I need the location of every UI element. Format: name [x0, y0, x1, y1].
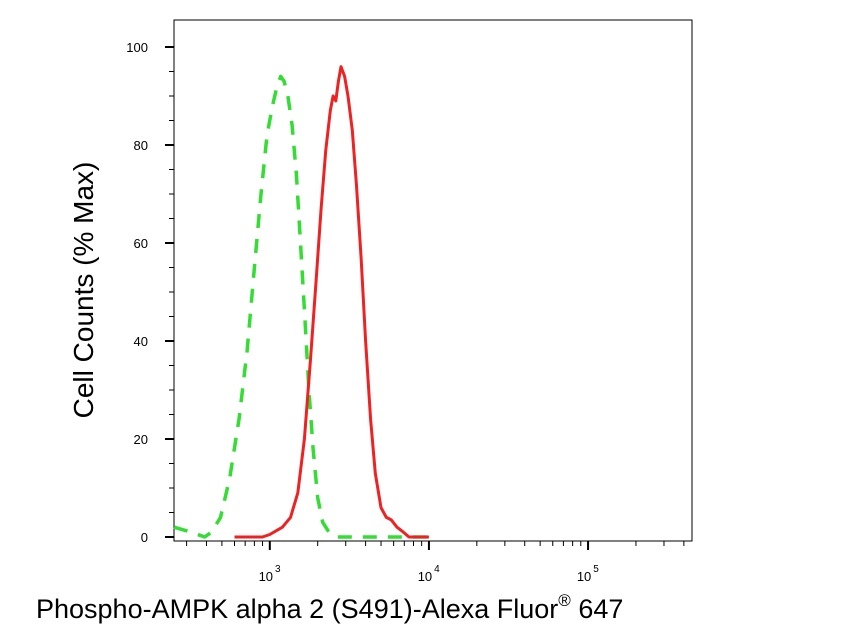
series-lines [173, 65, 429, 539]
y-tick-label: 40 [134, 334, 148, 349]
x-axis-label-tail: 647 [571, 594, 624, 624]
x-tick-label: 10 [577, 569, 591, 584]
x-tick-exponent: 4 [434, 564, 440, 575]
series-line-2 [234, 65, 429, 539]
y-tick-label: 20 [134, 432, 148, 447]
y-tick-label: 80 [134, 138, 148, 153]
x-axis: 10 3 10 4 10 5 [186, 541, 685, 584]
y-tick-label: 0 [141, 530, 148, 545]
x-tick-exponent: 3 [275, 564, 281, 575]
y-axis: 0 20 40 60 80 100 [126, 40, 174, 545]
plot-border [173, 19, 693, 542]
x-tick-label: 10 [259, 569, 273, 584]
y-tick-label: 100 [126, 40, 148, 55]
plot-frame [173, 19, 693, 542]
x-axis-label: Phospho-AMPK alpha 2 (S491)-Alexa Fluor®… [36, 591, 623, 624]
y-tick-label: 60 [134, 236, 148, 251]
x-tick-exponent: 5 [593, 564, 599, 575]
x-axis-label-superscript: ® [558, 591, 571, 610]
y-axis-label: Cell Counts (% Max) [68, 162, 99, 419]
x-tick-label: 10 [418, 569, 432, 584]
x-axis-label-main: Phospho-AMPK alpha 2 (S491)-Alexa Fluor [36, 594, 558, 624]
